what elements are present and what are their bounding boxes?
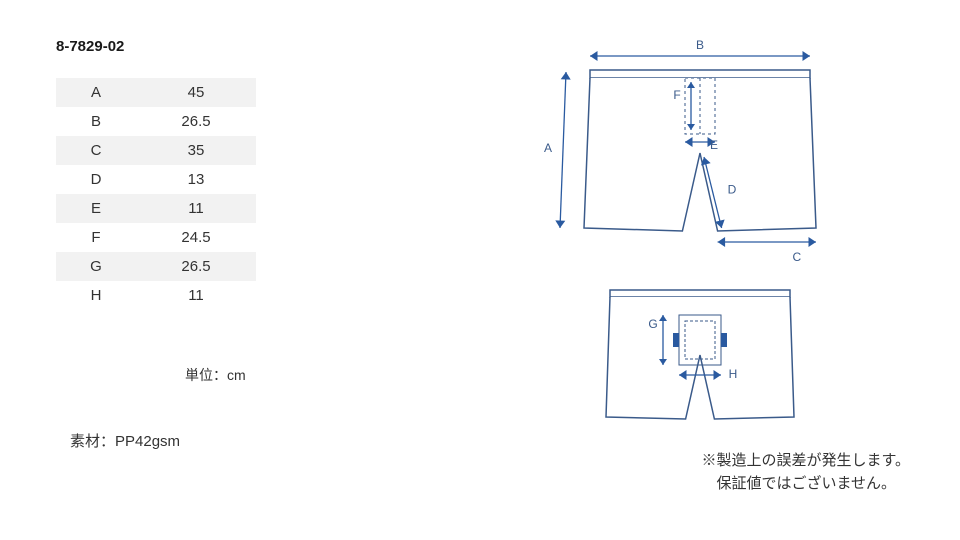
svg-text:B: B: [696, 38, 704, 52]
table-row: A45: [56, 78, 256, 107]
row-label: B: [56, 107, 136, 136]
svg-text:A: A: [544, 141, 552, 155]
row-label: F: [56, 223, 136, 252]
table-row: D13: [56, 165, 256, 194]
row-label: A: [56, 78, 136, 107]
disclaimer-line2: 保証値ではございません。: [701, 473, 910, 496]
row-value: 45: [136, 78, 256, 107]
row-value: 11: [136, 281, 256, 310]
row-value: 13: [136, 165, 256, 194]
row-label: C: [56, 136, 136, 165]
row-label: G: [56, 252, 136, 281]
disclaimer: ※製造上の誤差が発生します。 保証値ではございません。: [701, 450, 910, 495]
svg-text:F: F: [673, 88, 680, 102]
row-value: 26.5: [136, 107, 256, 136]
product-code: 8-7829-02: [56, 38, 124, 55]
table-row: E11: [56, 194, 256, 223]
size-table: A45B26.5C35D13E11F24.5G26.5H11: [56, 78, 256, 310]
row-label: D: [56, 165, 136, 194]
table-row: C35: [56, 136, 256, 165]
svg-text:C: C: [792, 250, 801, 264]
disclaimer-line1: ※製造上の誤差が発生します。: [701, 450, 910, 473]
table-row: G26.5: [56, 252, 256, 281]
row-label: E: [56, 194, 136, 223]
table-row: B26.5: [56, 107, 256, 136]
row-value: 26.5: [136, 252, 256, 281]
table-row: F24.5: [56, 223, 256, 252]
garment-diagram: B A F E D C G H: [480, 30, 900, 450]
material-label: 素材：PP42gsm: [70, 430, 180, 451]
svg-text:H: H: [729, 367, 738, 381]
svg-text:E: E: [710, 138, 718, 152]
row-value: 11: [136, 194, 256, 223]
row-value: 35: [136, 136, 256, 165]
table-row: H11: [56, 281, 256, 310]
svg-text:G: G: [648, 317, 657, 331]
unit-label: 単位：cm: [185, 365, 246, 385]
row-label: H: [56, 281, 136, 310]
row-value: 24.5: [136, 223, 256, 252]
svg-text:D: D: [728, 183, 737, 197]
